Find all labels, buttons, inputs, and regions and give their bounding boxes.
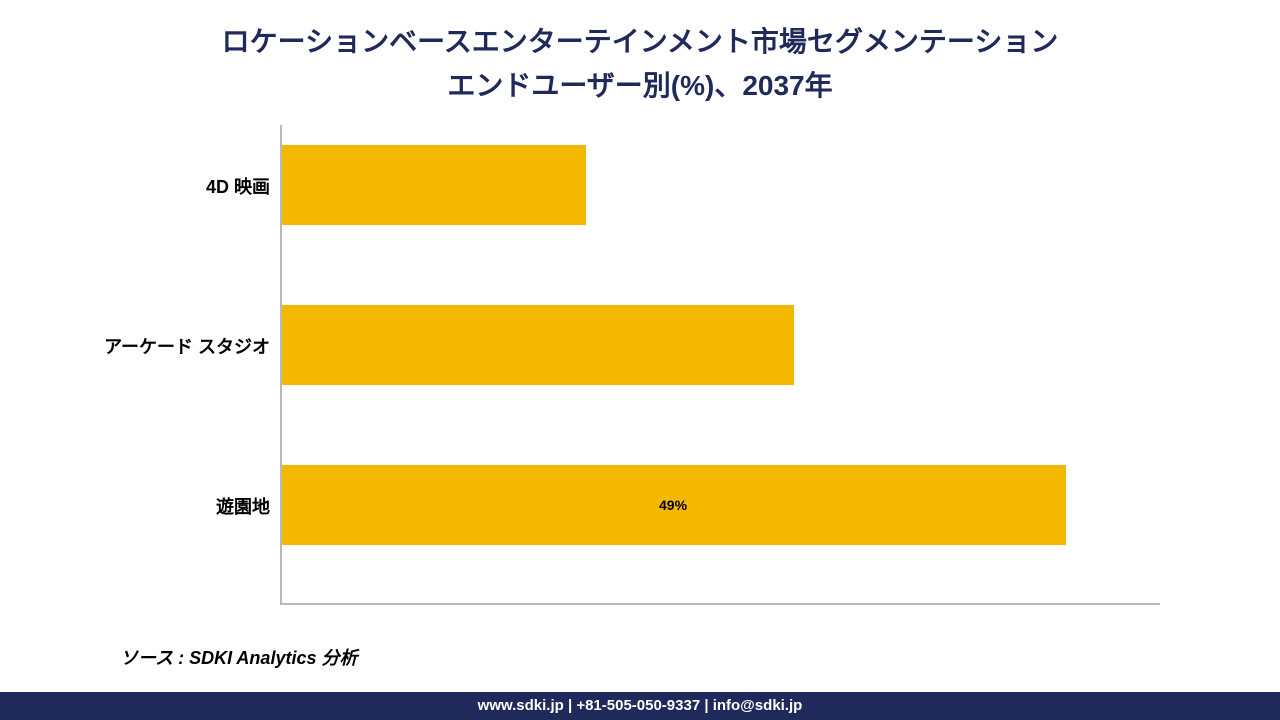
plot-region: 49% [280, 125, 1160, 605]
category-label: 4D 映画 [100, 173, 270, 199]
chart-title: ロケーションベースエンターテインメント市場セグメンテーション エンドユーザー別(… [0, 0, 1280, 104]
category-label: アーケード スタジオ [100, 333, 270, 359]
chart-area: 49% 4D 映画アーケード スタジオ遊園地 [100, 125, 1180, 605]
source-text: ソース : SDKI Analytics 分析 [120, 644, 357, 670]
bar [282, 145, 586, 225]
title-line-1: ロケーションベースエンターテインメント市場セグメンテーション [0, 20, 1280, 60]
bar-row [282, 305, 1160, 385]
title-line-2: エンドユーザー別(%)、2037年 [0, 64, 1280, 104]
bar-row: 49% [282, 465, 1160, 545]
page: ロケーションベースエンターテインメント市場セグメンテーション エンドユーザー別(… [0, 0, 1280, 720]
category-label: 遊園地 [100, 493, 270, 519]
bar-row [282, 145, 1160, 225]
footer-text: www.sdki.jp | +81-505-050-9337 | info@sd… [478, 697, 803, 714]
bar [282, 305, 794, 385]
footer-bar: www.sdki.jp | +81-505-050-9337 | info@sd… [0, 692, 1280, 720]
bar-value-label: 49% [659, 497, 687, 513]
